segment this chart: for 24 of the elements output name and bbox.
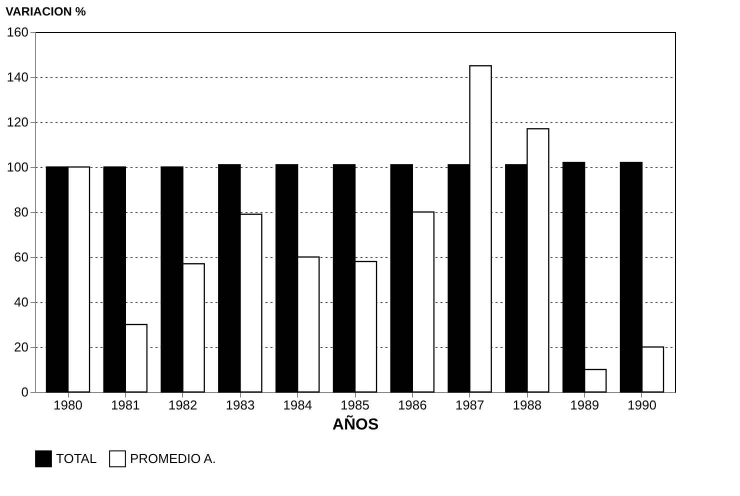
x-tick-label: 1982 (168, 398, 198, 412)
x-axis-title: AÑOS (332, 414, 379, 434)
y-tick-label: 60 (14, 250, 28, 264)
x-tick-label: 1987 (455, 398, 484, 412)
x-tick-label: 1985 (340, 398, 370, 412)
y-tick-label: 20 (14, 340, 28, 354)
y-tick-label: 80 (14, 204, 28, 220)
x-tick-label: 1986 (398, 398, 427, 412)
y-tick-label: 100 (6, 160, 28, 174)
y-tick-label: 120 (6, 114, 28, 130)
y-tick-label: 140 (6, 70, 28, 84)
x-tick-label: 1981 (110, 398, 140, 412)
legend-label: TOTAL (56, 450, 97, 466)
y-tick-label: 0 (21, 384, 28, 400)
x-tick-label: 1983 (226, 398, 255, 412)
x-tick-label: 1989 (570, 398, 600, 412)
y-tick-label: 40 (14, 294, 28, 310)
y-axis-title: VARIACION % (6, 4, 86, 18)
x-tick-label: 1984 (283, 398, 312, 412)
x-tick-label: 1990 (628, 398, 656, 412)
x-tick-label: 1988 (512, 398, 542, 412)
x-tick-label: 1980 (54, 398, 82, 412)
y-tick-label: 160 (6, 24, 28, 40)
legend-label: PROMEDIO A. (130, 450, 216, 466)
